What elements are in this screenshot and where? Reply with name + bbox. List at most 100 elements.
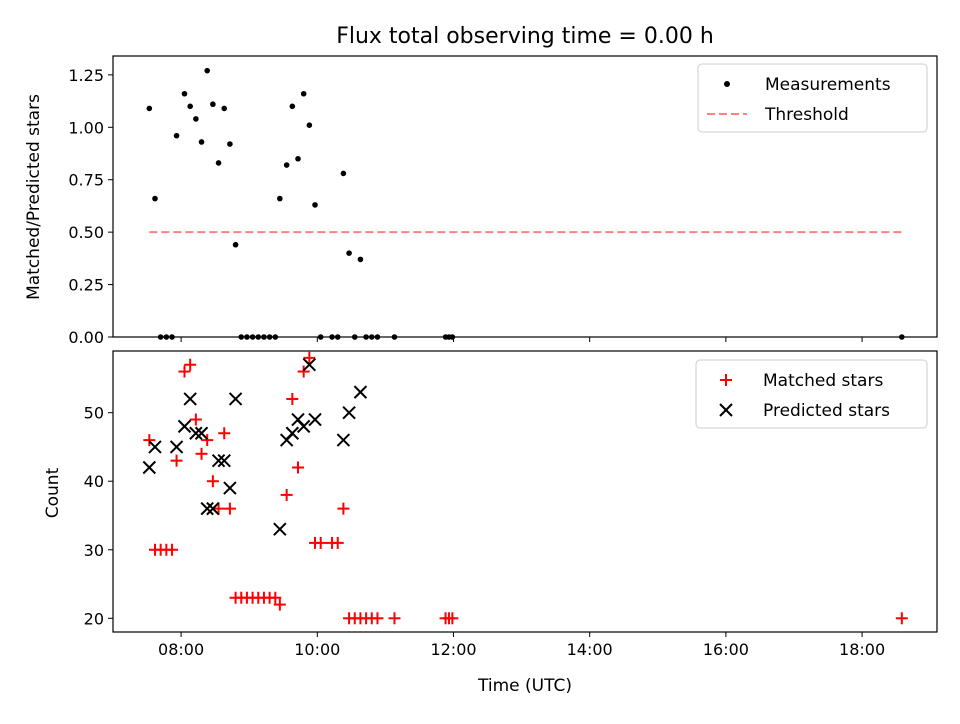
measurement-point — [283, 162, 290, 168]
predicted-star-point — [177, 419, 192, 434]
predicted-star-point — [342, 405, 356, 420]
y-tick-label: 20 — [84, 609, 104, 628]
measurement-point — [204, 67, 211, 74]
y-tick-label: 50 — [84, 404, 104, 423]
measurement-point — [210, 101, 216, 108]
x-tick-label: 18:00 — [839, 640, 885, 659]
matched-star-point — [189, 413, 202, 426]
matched-star-point — [297, 365, 310, 378]
measurement-point — [187, 103, 193, 110]
legend-matched-label: Matched stars — [763, 371, 883, 391]
x-tick-label: 16:00 — [703, 640, 749, 659]
measurement-point — [146, 105, 153, 112]
measurement-point — [312, 202, 318, 208]
matched-star-point — [269, 591, 282, 604]
matched-star-point — [166, 543, 179, 556]
measurement-point — [198, 139, 205, 145]
predicted-star-point — [273, 522, 287, 536]
measurement-point — [357, 256, 364, 263]
measurement-point — [193, 116, 199, 122]
matched-star-point — [337, 502, 350, 515]
measurement-point — [181, 90, 188, 97]
y-tick-label: 40 — [84, 472, 104, 491]
predicted-star-point — [189, 426, 203, 440]
matched-star-point — [218, 427, 231, 440]
matched-star-point — [195, 447, 208, 460]
predicted-star-point — [308, 412, 322, 427]
measurement-point — [300, 90, 307, 97]
matched-star-point — [286, 392, 299, 405]
y-tick-label: 0.75 — [68, 171, 104, 190]
predicted-star-point — [302, 358, 317, 372]
legend-predicted-label: Predicted stars — [763, 401, 890, 421]
legend-threshold-label: Threshold — [764, 105, 849, 125]
measurement-point — [232, 241, 239, 248]
flux-ratio-panel: Flux total observing time = 0.00 h Match… — [24, 24, 938, 347]
measurement-point — [295, 155, 301, 162]
x-axis-label: Time (UTC) — [477, 676, 572, 696]
matched-star-point — [292, 461, 305, 474]
top-legend-box — [697, 63, 928, 133]
legend-measurements-marker — [724, 81, 730, 87]
predicted-star-point — [353, 385, 368, 399]
matched-star-point — [371, 612, 384, 625]
matched-star-point — [178, 365, 191, 378]
predicted-star-point — [336, 433, 351, 447]
predicted-star-point — [148, 440, 162, 454]
y-tick-label: 30 — [84, 541, 104, 560]
top-plot-frame — [112, 55, 938, 338]
predicted-star-point — [142, 460, 157, 475]
measurement-point — [340, 170, 347, 177]
matched-star-point — [280, 488, 293, 501]
matched-star-point — [314, 536, 327, 549]
y-tick-label: 1.25 — [68, 66, 104, 85]
star-count-points — [142, 351, 908, 625]
predicted-star-point — [183, 392, 197, 406]
top-axis-ticks: 0.00 0.25 0.50 0.75 1.00 1.25 — [68, 66, 863, 347]
measurement-point — [215, 160, 222, 166]
y-tick-label: 0.25 — [68, 276, 104, 295]
legend-measurements-label: Measurements — [765, 75, 891, 95]
measurement-point — [221, 105, 228, 112]
bottom-axis-ticks: 08:00 10:00 12:00 14:00 16:00 18:00 20 30 40 50 — [84, 404, 886, 659]
predicted-star-point — [228, 392, 243, 406]
x-tick-label: 14:00 — [567, 640, 613, 659]
chart-title: Flux total observing time = 0.00 h — [336, 24, 714, 49]
x-tick-label: 12:00 — [430, 640, 476, 659]
predicted-star-point — [223, 481, 237, 495]
matched-star-point — [388, 612, 401, 625]
predicted-star-point — [206, 501, 220, 516]
matched-star-point — [201, 434, 214, 447]
legend-matched-marker — [720, 374, 732, 386]
legend-predicted-marker — [719, 403, 733, 417]
bottom-legend-box — [695, 359, 928, 429]
matched-star-point — [446, 612, 459, 625]
matched-star-point — [331, 536, 344, 549]
predicted-star-point — [296, 419, 311, 434]
predicted-star-point — [285, 426, 300, 440]
measurement-point — [277, 195, 283, 202]
matched-star-point — [143, 434, 156, 447]
top-y-axis-label: Matched/Predicted stars — [24, 94, 44, 300]
y-tick-label: 0.50 — [68, 223, 104, 242]
matched-star-point — [273, 598, 286, 611]
matched-star-point — [223, 502, 236, 515]
y-tick-label: 0.00 — [68, 328, 104, 347]
predicted-star-point — [169, 440, 184, 454]
x-tick-label: 10:00 — [294, 640, 340, 659]
predicted-star-point — [194, 426, 209, 440]
bottom-legend: Matched stars Predicted stars — [695, 359, 928, 429]
predicted-star-point — [211, 453, 226, 468]
y-tick-label: 1.00 — [68, 118, 104, 137]
top-legend: Measurements Threshold — [697, 63, 928, 133]
predicted-star-point — [217, 453, 231, 468]
matched-star-point — [895, 612, 908, 625]
measurement-point — [306, 122, 313, 129]
measurement-point — [289, 103, 296, 110]
star-count-panel: Count Time (UTC) 08:00 10:00 12:00 14:00 16:… — [43, 350, 938, 696]
matched-star-point — [184, 358, 197, 371]
bottom-y-axis-label: Count — [43, 467, 63, 518]
measurement-point — [346, 250, 352, 256]
matched-star-point — [212, 502, 225, 515]
